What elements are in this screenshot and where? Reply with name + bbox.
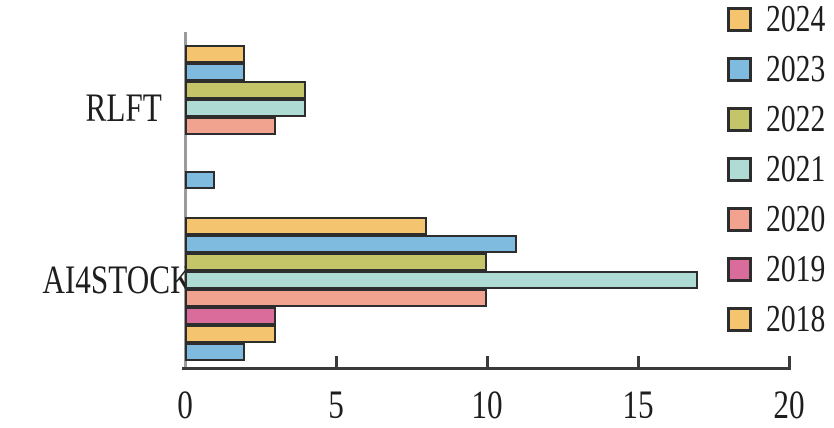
legend-swatch-2018: [727, 306, 752, 332]
text-glyphs: 2018: [766, 298, 826, 340]
legend-label-2021: 2021: [766, 148, 834, 190]
legend-swatch-2019: [727, 256, 752, 282]
category-label-rlft: RLFT: [0, 87, 162, 129]
legend-label-2018: 2018: [766, 298, 834, 340]
bar-ai4stock-2022: [185, 253, 487, 271]
y-axis-line: [183, 32, 187, 370]
bar-ai4stock-2024: [185, 217, 427, 235]
x-tick-label-5: 5: [291, 384, 381, 426]
bar-ai4stock-2021: [185, 271, 698, 289]
x-tick-label-10: 10: [442, 384, 532, 426]
text-glyphs: 15: [622, 382, 654, 427]
legend-swatch-2024: [727, 6, 752, 32]
text-glyphs: 2022: [766, 98, 826, 140]
text-glyphs: 2019: [766, 248, 826, 290]
x-tick-mark-10: [485, 356, 489, 367]
bar-rlft-2023: [185, 63, 245, 81]
x-axis-line: [182, 367, 791, 370]
bar-ai4stock-2019: [185, 307, 276, 325]
bar-rlft-2024: [185, 45, 245, 63]
x-tick-mark-15: [636, 356, 640, 367]
legend-swatch-2020: [727, 206, 752, 232]
bar-ai4stock-extra: [185, 343, 245, 361]
legend-label-2023: 2023: [766, 48, 834, 90]
x-tick-mark-5: [334, 356, 338, 367]
text-glyphs: 10: [471, 382, 503, 427]
bar-ai4stock-2023: [185, 235, 517, 253]
text-glyphs: AI4STOCK: [42, 257, 193, 302]
text-glyphs: 2020: [766, 198, 826, 240]
legend-label-2022: 2022: [766, 98, 834, 140]
legend-swatch-2022: [727, 106, 752, 132]
bar-ai4stock-2018: [185, 325, 276, 343]
legend-label-2020: 2020: [766, 198, 834, 240]
legend-label-2019: 2019: [766, 248, 834, 290]
text-glyphs: 0: [177, 382, 193, 427]
text-glyphs: 20: [773, 382, 805, 427]
bar-rlft-2020: [185, 117, 276, 135]
x-tick-label-0: 0: [140, 384, 230, 426]
text-glyphs: 2021: [766, 148, 826, 190]
bar-rlft-extra: [185, 171, 215, 189]
x-tick-label-20: 20: [744, 384, 834, 426]
text-glyphs: RLFT: [85, 85, 162, 130]
bar-rlft-2022: [185, 81, 306, 99]
text-glyphs: 5: [328, 382, 344, 427]
legend-label-2024: 2024: [766, 0, 834, 40]
x-tick-label-15: 15: [593, 384, 683, 426]
category-label-ai4stock: AI4STOCK: [0, 259, 192, 301]
text-glyphs: 2024: [766, 0, 826, 40]
legend-swatch-2023: [727, 56, 752, 82]
legend-swatch-2021: [727, 156, 752, 182]
text-glyphs: 2023: [766, 48, 826, 90]
bar-ai4stock-2020: [185, 289, 487, 307]
bar-rlft-2021: [185, 99, 306, 117]
x-tick-mark-20: [787, 356, 791, 367]
